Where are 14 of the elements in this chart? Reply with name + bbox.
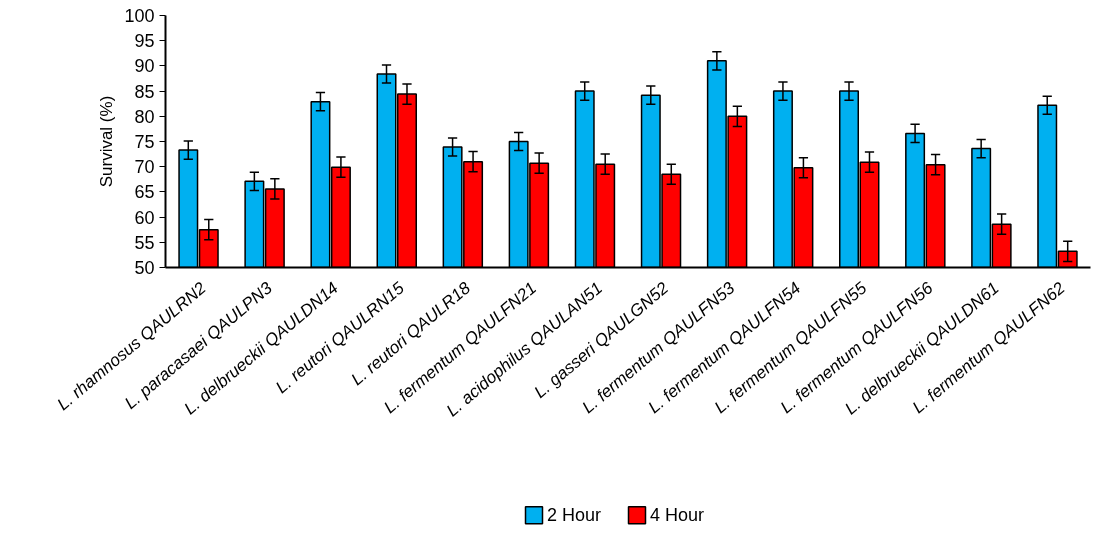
y-tick-label: 60 (134, 207, 155, 228)
y-tick-label: 80 (134, 106, 155, 127)
y-axis-title: Survival (%) (97, 95, 117, 188)
y-tick-label: 55 (134, 232, 155, 253)
legend-label: 2 Hour (547, 505, 602, 526)
y-tick-label: 50 (134, 258, 155, 278)
y-tick-label: 75 (134, 132, 155, 152)
y-tick-label: 90 (134, 56, 155, 77)
legend-label: 4 Hour (650, 505, 705, 526)
y-tick-label: 85 (134, 81, 155, 102)
y-tick-label: 100 (124, 6, 155, 26)
y-tick-label: 70 (134, 157, 155, 178)
y-tick-label: 95 (134, 31, 155, 52)
y-tick-label: 65 (134, 182, 155, 203)
